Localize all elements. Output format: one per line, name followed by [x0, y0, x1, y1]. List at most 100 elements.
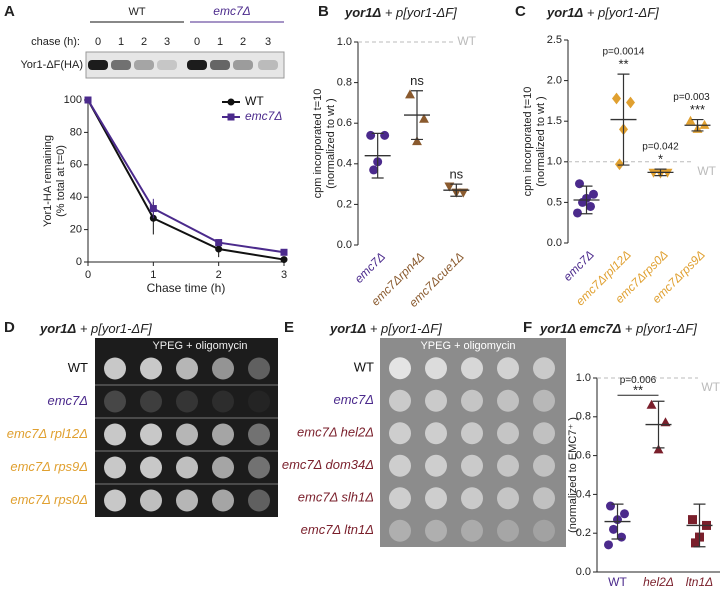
- lane-label: 1: [118, 36, 124, 48]
- data-point: [685, 115, 696, 125]
- error-bar: [691, 118, 704, 132]
- colony-spot: [461, 357, 483, 380]
- colony-spot: [248, 423, 270, 446]
- colony-spot: [104, 390, 126, 413]
- colony-spot: [212, 423, 234, 446]
- p-value-label: p=0.0014: [603, 47, 645, 58]
- y-axis-label: (normalized to EMC7⁺ ): [567, 417, 579, 533]
- y-tick-label: 1.0: [547, 156, 562, 168]
- lane-label: 2: [240, 36, 246, 48]
- strain-label: emc7Δ: [333, 392, 374, 407]
- panel-letter: A: [4, 3, 15, 20]
- data-point: [412, 136, 422, 146]
- y-tick-label: 0.8: [337, 77, 352, 89]
- y-tick-label: 40: [70, 191, 82, 203]
- error-bar: [693, 503, 706, 548]
- colony-spot: [176, 423, 198, 446]
- y-tick-label: 20: [70, 224, 82, 236]
- y-tick-label: 80: [70, 126, 82, 138]
- title-rest: + p[yor1-ΔF]: [587, 5, 659, 20]
- legend-label: WT: [245, 94, 264, 108]
- p-value-label: p=0.003: [673, 92, 710, 103]
- blot-band: [134, 60, 154, 70]
- colony-spot: [212, 390, 234, 413]
- colony-spot: [461, 422, 483, 445]
- data-point: [227, 113, 235, 121]
- data-point: [626, 96, 635, 109]
- blot-band: [88, 60, 108, 70]
- colony-spot: [497, 487, 519, 510]
- data-point: [280, 256, 288, 264]
- colony-spot: [461, 454, 483, 477]
- colony-spot: [533, 519, 555, 542]
- data-point: [688, 515, 697, 525]
- colony-spot: [533, 357, 555, 380]
- colony-spot: [212, 456, 234, 479]
- colony-spot: [248, 390, 270, 413]
- y-tick-label: 0.4: [337, 158, 352, 170]
- data-point: [662, 168, 673, 178]
- reference-label: WT: [701, 380, 720, 394]
- colony-spot: [104, 357, 126, 380]
- reference-label: WT: [697, 164, 716, 178]
- y-tick-label: 60: [70, 159, 82, 171]
- chase-label: chase (h):: [31, 36, 80, 48]
- data-point: [84, 96, 92, 104]
- data-point: [573, 208, 582, 218]
- data-point: [369, 165, 379, 175]
- data-point: [615, 158, 624, 171]
- colony-spot: [176, 489, 198, 512]
- data-point: [366, 130, 376, 140]
- data-point: [227, 98, 235, 106]
- y-tick-label: 0.4: [576, 488, 591, 500]
- data-point: [648, 168, 659, 178]
- x-tick-label: 1: [150, 269, 156, 281]
- series-line: [87, 99, 285, 261]
- strain-label: emc7Δ rps0Δ: [10, 492, 88, 507]
- significance-label: **: [633, 383, 643, 398]
- colony-spot: [425, 454, 447, 477]
- strain-label: WT: [68, 360, 88, 375]
- strain-label: emc7Δ ltn1Δ: [301, 522, 374, 537]
- y-tick-label: 0.0: [576, 566, 591, 578]
- y-tick-label: 0.5: [547, 196, 562, 208]
- data-point: [646, 399, 657, 409]
- panel-title: yor1Δ + p[yor1-ΔF]: [39, 321, 152, 336]
- y-tick-label: 0.0: [337, 239, 352, 251]
- panel-letter: E: [284, 319, 294, 336]
- y-tick-label: 0.6: [337, 117, 352, 129]
- data-point: [215, 245, 223, 253]
- data-point: [280, 248, 288, 256]
- lane-label: 3: [164, 36, 170, 48]
- data-point: [380, 130, 390, 140]
- medium-label: YPEG + oligomycin: [420, 340, 515, 352]
- colony-spot: [533, 487, 555, 510]
- error-bar: [617, 73, 630, 166]
- medium-label: YPEG + oligomycin: [152, 340, 247, 352]
- series-line: [87, 99, 285, 254]
- y-tick-label: 0.2: [576, 527, 591, 539]
- data-point: [699, 119, 710, 129]
- significance-label: **: [618, 57, 628, 72]
- colony-spot: [389, 422, 411, 445]
- y-tick-label: 0.2: [337, 198, 352, 210]
- data-point: [653, 444, 664, 454]
- colony-spot: [140, 456, 162, 479]
- significance-label: ns: [410, 73, 424, 88]
- data-point: [149, 205, 157, 213]
- data-point: [578, 197, 587, 207]
- error-bar: [611, 503, 624, 540]
- title-rest: + p[yor1-ΔF]: [370, 321, 442, 336]
- colony-spot: [212, 489, 234, 512]
- strain-label: emc7Δ rpl12Δ: [7, 426, 88, 441]
- colony-spot: [248, 456, 270, 479]
- y-axis-label: (normalized to wt ): [325, 98, 337, 188]
- colony-spot: [497, 422, 519, 445]
- panel-letter: F: [523, 319, 532, 336]
- title-bold: yor1Δ emc7Δ: [539, 321, 622, 336]
- title-bold: yor1Δ: [344, 5, 381, 20]
- title-bold: yor1Δ: [39, 321, 76, 336]
- panel-title: yor1Δ emc7Δ + p[yor1-ΔF]: [539, 321, 697, 336]
- lane-label: 1: [217, 36, 223, 48]
